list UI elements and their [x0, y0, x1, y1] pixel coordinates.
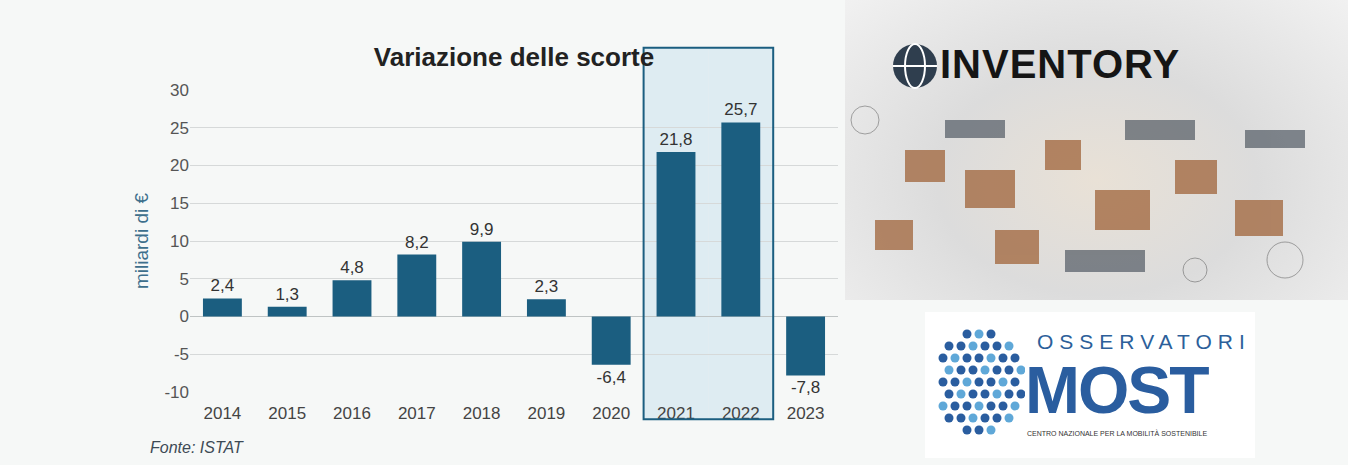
svg-text:0: 0: [180, 307, 189, 326]
html-text:INVENTORY: INVENTORY: [940, 42, 1181, 86]
svg-text:2015: 2015: [268, 404, 306, 423]
html-text:MOST: MOST: [1025, 353, 1208, 427]
svg-text:25: 25: [170, 119, 189, 138]
svg-text:5: 5: [180, 270, 189, 289]
svg-text:-10: -10: [164, 383, 189, 402]
svg-text:2020: 2020: [592, 404, 630, 423]
svg-text:2,4: 2,4: [211, 276, 235, 295]
svg-text:-6,4: -6,4: [597, 368, 626, 387]
svg-text:8,2: 8,2: [405, 233, 429, 252]
svg-text:-5: -5: [174, 345, 189, 364]
svg-text:2016: 2016: [333, 404, 371, 423]
svg-text:2022: 2022: [722, 404, 760, 423]
svg-text:Variazione delle scorte: Variazione delle scorte: [374, 42, 654, 72]
svg-text:2014: 2014: [203, 404, 241, 423]
svg-text:20: 20: [170, 156, 189, 175]
html-text:CENTRO NAZIONALE PER LA MOBILI: CENTRO NAZIONALE PER LA MOBILITÀ SOSTENI…: [1027, 430, 1208, 437]
svg-text:miliardi di €: miliardi di €: [131, 193, 152, 290]
svg-text:2019: 2019: [527, 404, 565, 423]
svg-text:21,8: 21,8: [659, 130, 692, 149]
svg-text:30: 30: [170, 81, 189, 100]
svg-text:Fonte: ISTAT: Fonte: ISTAT: [150, 439, 244, 456]
svg-text:2,3: 2,3: [535, 277, 559, 296]
svg-text:10: 10: [170, 232, 189, 251]
svg-text:2021: 2021: [657, 404, 695, 423]
svg-text:4,8: 4,8: [340, 258, 364, 277]
svg-text:-7,8: -7,8: [791, 378, 820, 397]
svg-text:2018: 2018: [463, 404, 501, 423]
svg-text:15: 15: [170, 194, 189, 213]
svg-text:2017: 2017: [398, 404, 436, 423]
svg-text:2023: 2023: [787, 404, 825, 423]
svg-text:9,9: 9,9: [470, 220, 494, 239]
svg-text:1,3: 1,3: [275, 285, 299, 304]
svg-text:25,7: 25,7: [724, 100, 757, 119]
html-text:OSSERVATORI: OSSERVATORI: [1037, 330, 1251, 353]
